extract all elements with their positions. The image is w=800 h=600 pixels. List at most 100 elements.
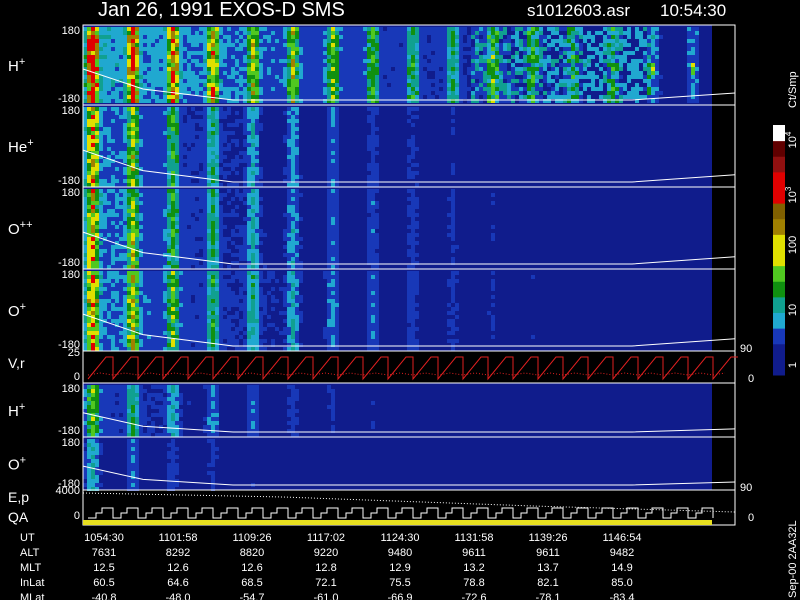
spectrogram-cell	[107, 265, 111, 269]
spectrogram-cell	[215, 139, 219, 143]
spectrogram-cell	[543, 95, 547, 99]
spectrogram-cell	[155, 27, 159, 31]
spectrogram-cell	[375, 237, 379, 241]
spectrogram-cell	[391, 51, 395, 55]
spectrogram-cell	[411, 237, 415, 241]
spectrogram-cell	[223, 241, 227, 245]
spectrogram-cell	[123, 95, 127, 99]
spectrogram-cell	[303, 27, 307, 31]
spectrogram-cell	[367, 175, 371, 179]
spectrogram-cell	[227, 107, 231, 111]
spectrogram-cell	[623, 39, 627, 43]
spectrogram-cell	[83, 47, 87, 51]
spectrogram-cell	[243, 59, 247, 63]
spectrogram-cell	[327, 189, 331, 193]
spectrogram-cell	[263, 55, 267, 59]
spectrogram-cell	[639, 43, 643, 47]
spectrogram-cell	[235, 261, 239, 265]
spectrogram-cell	[467, 51, 471, 55]
spectrogram-cell	[87, 279, 91, 283]
spectrogram-cell	[87, 265, 91, 269]
spectrogram-cell	[95, 295, 99, 299]
spectrogram-cell	[243, 257, 247, 261]
spectrogram-cell	[651, 91, 655, 95]
spectrogram-cell	[211, 71, 215, 75]
spectrogram-cell	[147, 87, 151, 91]
spectrogram-cell	[115, 221, 119, 225]
spectrogram-cell	[247, 35, 251, 39]
spectrogram-cell	[87, 347, 91, 351]
spectrogram-cell	[175, 217, 179, 221]
spectrogram-cell	[207, 237, 211, 241]
spectrogram-cell	[495, 27, 499, 31]
spectrogram-cell	[99, 253, 103, 257]
spectrogram-cell	[155, 225, 159, 229]
spectrogram-cell	[179, 175, 183, 179]
spectrogram-cell	[147, 55, 151, 59]
spectrogram-cell	[187, 99, 191, 103]
spectrogram-cell	[511, 35, 515, 39]
spectrogram-cell	[103, 209, 107, 213]
spectrogram-cell	[295, 213, 299, 217]
spectrogram-cell	[571, 35, 575, 39]
spectrogram-cell	[291, 189, 295, 193]
spectrogram-cell	[95, 75, 99, 79]
spectrogram-cell	[95, 159, 99, 163]
spectrogram-cell	[331, 159, 335, 163]
spectrogram-cell	[363, 59, 367, 63]
spectrogram-cell	[99, 197, 103, 201]
spectrogram-cell	[203, 143, 207, 147]
spectrogram-cell	[327, 31, 331, 35]
spectrogram-cell	[687, 67, 691, 71]
spectrogram-cell	[271, 75, 275, 79]
spectrogram-cell	[127, 197, 131, 201]
spectrogram-cell	[167, 83, 171, 87]
spectrogram-cell	[367, 233, 371, 237]
spectrogram-cell	[171, 123, 175, 127]
spectrogram-cell	[619, 63, 623, 67]
spectrogram-cell	[151, 131, 155, 135]
spectrogram-cell	[355, 43, 359, 47]
spectrogram-cell	[331, 221, 335, 225]
spectrogram-cell	[243, 217, 247, 221]
spectrogram-cell	[447, 71, 451, 75]
spectrogram-cell	[371, 75, 375, 79]
spectrogram-cell	[287, 139, 291, 143]
spectrogram-cell	[171, 111, 175, 115]
spectrogram-cell	[267, 39, 271, 43]
spectrogram-cell	[459, 51, 463, 55]
spectrogram-cell	[287, 71, 291, 75]
spectrogram-cell	[219, 193, 223, 197]
spectrogram-cell	[479, 75, 483, 79]
spectrogram-cell	[287, 189, 291, 193]
spectrogram-cell	[167, 261, 171, 265]
spectrogram-cell	[299, 131, 303, 135]
spectrogram-cell	[283, 31, 287, 35]
spectrogram-cell	[495, 35, 499, 39]
spectrogram-cell	[159, 175, 163, 179]
spectrogram-cell	[367, 95, 371, 99]
spectrogram-cell	[115, 31, 119, 35]
spectrogram-cell	[119, 75, 123, 79]
spectrogram-cell	[339, 39, 343, 43]
spectrogram-cell	[111, 111, 115, 115]
spectrogram-cell	[183, 55, 187, 59]
spectrogram-cell	[283, 75, 287, 79]
spectrogram-cell	[591, 75, 595, 79]
spectrogram-cell	[287, 63, 291, 67]
spectrogram-cell	[123, 213, 127, 217]
spectrogram-cell	[279, 95, 283, 99]
spectrogram-cell	[231, 67, 235, 71]
spectrogram-cell	[399, 31, 403, 35]
spectrogram-cell	[115, 217, 119, 221]
spectrogram-cell	[575, 99, 579, 103]
spectrogram-cell	[155, 115, 159, 119]
spectrogram-cell	[415, 51, 419, 55]
spectrogram-cell	[147, 95, 151, 99]
spectrogram-cell	[555, 99, 559, 103]
spectrogram-cell	[327, 47, 331, 51]
spectrogram-cell	[423, 63, 427, 67]
spectrogram-cell	[107, 47, 111, 51]
spectrogram-cell	[331, 261, 335, 265]
spectrogram-cell	[203, 147, 207, 151]
